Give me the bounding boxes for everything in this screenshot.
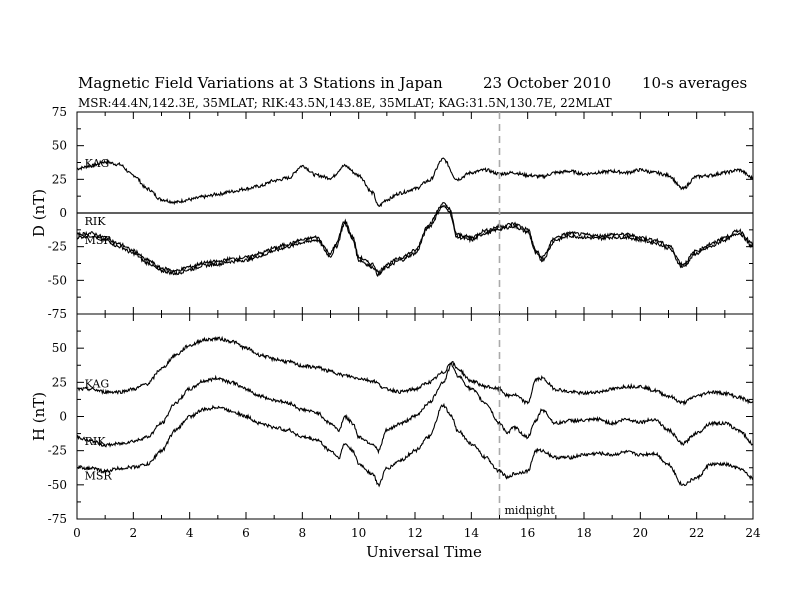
y-axis-label: H (nT) — [30, 392, 48, 441]
series-kag — [76, 335, 754, 407]
x-tick-label: 22 — [689, 526, 704, 540]
x-tick-label: 18 — [576, 526, 591, 540]
x-tick-label: 8 — [299, 526, 307, 540]
y-tick-label: 25 — [52, 172, 67, 186]
series-label-kag: KAG — [85, 378, 110, 391]
chart-subtitle: MSR:44.4N,142.3E, 35MLAT; RIK:43.5N,143.… — [78, 96, 612, 110]
chart-title: Magnetic Field Variations at 3 Stations … — [78, 74, 443, 92]
series-msr — [76, 201, 754, 274]
x-tick-label: 16 — [520, 526, 535, 540]
panel-h: 50 25 0 -25 -50 -75 H (nT) KAG RIK MSR — [30, 313, 754, 526]
x-tick-label: 0 — [73, 526, 81, 540]
y-tick-label: 50 — [52, 139, 67, 153]
y-tick-label: -50 — [48, 478, 67, 492]
y-tick-label: -75 — [48, 307, 67, 321]
chart-date: 23 October 2010 — [483, 74, 611, 92]
series-label-kag: KAG — [85, 157, 110, 170]
series-rik — [76, 204, 754, 278]
y-tick-label: 75 — [52, 105, 67, 119]
y-axis-label: D (nT) — [30, 189, 48, 237]
midnight-annotation: midnight — [505, 504, 556, 517]
series-msr — [76, 402, 754, 488]
y-tick-label: 0 — [59, 410, 67, 424]
chart-averaging: 10-s averages — [642, 74, 747, 92]
x-tick-label: 6 — [242, 526, 250, 540]
series-label-rik: RIK — [85, 435, 107, 448]
series-rik — [76, 362, 754, 455]
x-axis-ticks: 0 2 4 6 8 10 12 14 16 18 20 22 24 — [73, 526, 761, 540]
panels: 75 50 25 0 -25 -50 -75 D (nT) KAG RIK MSR 50 25 0 -25 -… — [30, 105, 754, 526]
y-tick-label: -50 — [48, 273, 67, 287]
x-tick-label: 20 — [633, 526, 648, 540]
x-tick-label: 14 — [464, 526, 480, 540]
series-label-msr: MSR — [85, 234, 113, 247]
y-tick-label: -25 — [48, 444, 67, 458]
x-axis-label: Universal Time — [366, 543, 482, 561]
x-tick-label: 10 — [351, 526, 366, 540]
y-tick-label: -75 — [48, 512, 67, 526]
x-tick-label: 4 — [186, 526, 194, 540]
x-tick-label: 2 — [130, 526, 138, 540]
series-kag — [76, 157, 754, 208]
panel-d: 75 50 25 0 -25 -50 -75 D (nT) KAG RIK MSR — [30, 105, 754, 321]
y-tick-label: 25 — [52, 375, 67, 389]
x-tick-label: 12 — [407, 526, 422, 540]
y-tick-label: 0 — [59, 206, 67, 220]
series-label-msr: MSR — [85, 469, 113, 482]
y-tick-label: 50 — [52, 341, 67, 355]
x-tick-label: 24 — [745, 526, 761, 540]
series-label-rik: RIK — [85, 215, 107, 228]
y-tick-label: -25 — [48, 240, 67, 254]
